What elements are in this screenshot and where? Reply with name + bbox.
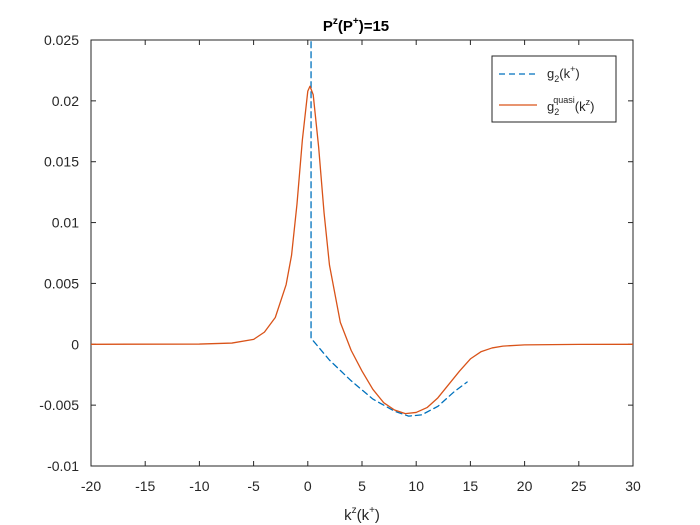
y-axis-tick-labels: -0.01 -0.005 0 0.005 0.01 0.015 0.02 0.025 — [39, 32, 79, 474]
x-axis-ticks — [90, 40, 634, 466]
chart-title: Pz(P+)=15 — [323, 16, 389, 35]
x-tick-label: 0 — [304, 478, 312, 494]
legend-box — [491, 55, 617, 123]
series-line-g2 — [310, 40, 468, 417]
y-tick-label: 0.02 — [52, 93, 79, 109]
x-tick-label: 30 — [625, 478, 641, 494]
y-tick-label: 0.025 — [44, 32, 79, 48]
x-tick-label: -20 — [81, 478, 101, 494]
y-tick-label: 0.015 — [44, 154, 79, 170]
y-tick-label: 0.005 — [44, 275, 79, 291]
series-line-g2-quasi — [91, 85, 633, 415]
x-tick-label: -5 — [247, 478, 260, 494]
x-tick-label: -15 — [135, 478, 155, 494]
y-tick-label: -0.01 — [47, 458, 79, 474]
x-tick-label: 10 — [408, 478, 424, 494]
legend: g2(k+) g2quasi(kz) — [491, 55, 617, 123]
legend-label-g2-quasi: g2quasi(kz) — [547, 95, 594, 117]
x-tick-label: -10 — [189, 478, 209, 494]
x-tick-label: 20 — [517, 478, 533, 494]
y-tick-label: 0.01 — [52, 215, 79, 231]
x-axis-label: kz(k+) — [344, 505, 380, 524]
series-layer — [91, 40, 633, 417]
x-tick-label: 25 — [571, 478, 587, 494]
x-tick-label: 15 — [463, 478, 479, 494]
x-tick-label: 5 — [358, 478, 366, 494]
legend-label-g2: g2(k+) — [547, 64, 580, 84]
y-tick-label: -0.005 — [39, 397, 79, 413]
y-tick-label: 0 — [71, 336, 79, 352]
x-axis-tick-labels: -20 -15 -10 -5 0 5 10 15 20 25 30 — [81, 478, 641, 494]
